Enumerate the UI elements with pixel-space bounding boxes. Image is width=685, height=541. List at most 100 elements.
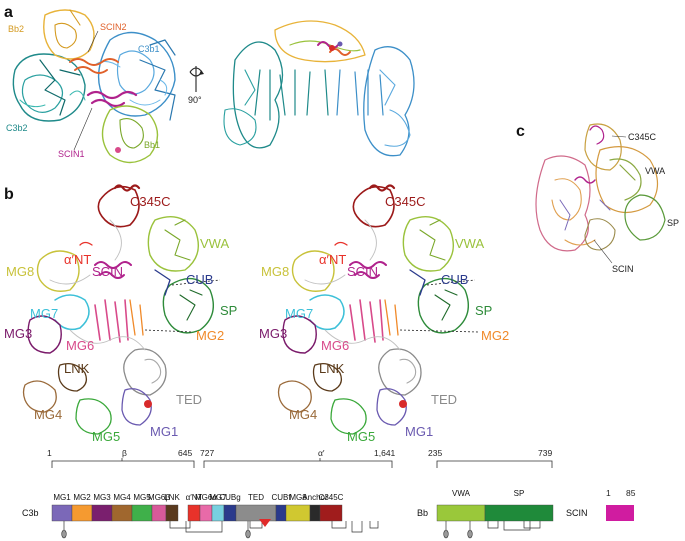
- bb-segment-label-sp: SP: [514, 489, 525, 498]
- label-c3b1: C3b1: [138, 44, 160, 54]
- bb-start: 235: [428, 448, 442, 458]
- label-lnk-right: LNK: [319, 361, 345, 376]
- c3b-segment-mg2: [71, 504, 93, 522]
- bb-domain-bar: [436, 504, 554, 522]
- c3b2-structure: [12, 53, 86, 122]
- label-lnk-left: LNK: [64, 361, 90, 376]
- label-bb1: Bb1: [144, 140, 160, 150]
- scin1-structure: [86, 90, 138, 108]
- leader-scin1: [73, 107, 93, 151]
- bb-domain-labels: VWA SP: [452, 489, 524, 498]
- label-mg5-left: MG5: [92, 429, 120, 444]
- bb-segment-vwa: [436, 504, 486, 522]
- label-mg7-right: MG7: [285, 306, 313, 321]
- label-alpha-nt-left: α′NT: [64, 252, 91, 267]
- c3b-segment-mg5: [131, 504, 153, 522]
- c3b-segment-label-mg6: MG6β: [148, 493, 170, 502]
- c3b-segment-ted: [235, 504, 277, 522]
- panel-c-label-c345c: C345C: [628, 132, 657, 142]
- label-scin-right: SCIN: [347, 264, 378, 279]
- label-mg8-left: MG8: [6, 264, 34, 279]
- panel-letter-a: a: [4, 4, 13, 21]
- c3b-segment-label-lnk: LNK: [164, 493, 180, 502]
- c3b-segment-label-ted: TED: [248, 493, 264, 502]
- c3b-segment-cubg: [223, 504, 237, 522]
- label-mg1-left: MG1: [150, 424, 178, 439]
- label-sp-left: SP: [220, 303, 237, 318]
- label-vwa-left: VWA: [200, 236, 229, 251]
- bb-disulfide-links: [487, 521, 541, 531]
- c3b-segment-label-anchor: Anchor: [302, 493, 328, 502]
- c3b-beta-bracket: [51, 460, 195, 468]
- label-sp-right: SP: [475, 303, 492, 318]
- c3b-segment-c345c: [319, 504, 343, 522]
- c3b-segment-anchor: [309, 504, 321, 522]
- c3b-segment-label-mg1: MG1: [53, 493, 71, 502]
- scin2-structure: [69, 58, 119, 74]
- label-vwa-right: VWA: [455, 236, 484, 251]
- c3b-segment-mg6: [151, 504, 167, 522]
- label-scin2: SCIN2: [100, 22, 127, 32]
- label-c3b2: C3b2: [6, 123, 28, 133]
- scin-domain-bar: [606, 505, 634, 521]
- c3b-disulfide-links-2: [331, 521, 379, 533]
- c3b-alpha-end: 1,641: [374, 448, 396, 458]
- c3b-beta-start: 1: [47, 448, 52, 458]
- c3b-alpha-bracket: [203, 460, 393, 468]
- glycan-marker: [115, 147, 121, 153]
- label-scin-left: SCIN: [92, 264, 123, 279]
- glycan-icon: [245, 529, 251, 539]
- c3b-segment-label-mg3: MG3: [93, 493, 111, 502]
- label-c345c-left: C345C: [130, 194, 170, 209]
- label-mg4-left: MG4: [34, 407, 62, 422]
- c3b-segment-label-mg5: MG5: [133, 493, 151, 502]
- panel-b-labels-right: C345C α′NT VWA MG8 SCIN CUB SP MG7 MG2 M…: [259, 194, 509, 444]
- c3b-segment-mg6: [199, 504, 213, 522]
- glycan-icon: [61, 529, 67, 539]
- c3b-name: C3b: [22, 508, 39, 518]
- c3b-segment-label-mg6: MG6α: [195, 493, 217, 502]
- c3b-segment-lnk: [165, 504, 179, 522]
- c3b-beta-end: 645: [178, 448, 192, 458]
- scin-end: 85: [626, 488, 636, 498]
- bb-name: Bb: [417, 508, 428, 518]
- panel-c-label-scin: SCIN: [612, 264, 634, 274]
- panel-letter-c: c: [516, 123, 525, 140]
- label-cub-right: CUB: [441, 272, 468, 287]
- label-mg4-right: MG4: [289, 407, 317, 422]
- bb-end: 739: [538, 448, 552, 458]
- rotation-arrow-icon: [189, 66, 204, 92]
- rotation-label: 90°: [188, 95, 202, 105]
- panel-letter-b: b: [4, 186, 14, 203]
- panel-b-structure-left: [22, 184, 221, 435]
- c3b-disulfide-links: [169, 521, 263, 533]
- label-mg6-left: MG6: [66, 338, 94, 353]
- panel-c-leader-c345c: [611, 135, 627, 138]
- bb-bracket: [436, 460, 553, 468]
- c3b-domain-bar: [51, 504, 343, 522]
- panel-c-leader-scin: [593, 239, 613, 264]
- panel-c-label-vwa: VWA: [645, 166, 665, 176]
- glycan-icon: [467, 529, 473, 539]
- label-alpha-nt-right: α′NT: [319, 252, 346, 267]
- bb2-structure: [43, 9, 95, 60]
- label-bb2: Bb2: [8, 24, 24, 34]
- c3b-segment-label-mg7: MG7: [209, 493, 227, 502]
- label-scin1: SCIN1: [58, 149, 85, 159]
- c3b-segment-cubf: [275, 504, 287, 522]
- c3b-segment-label-mg4: MG4: [113, 493, 131, 502]
- panel-a-structure-top-view: [12, 9, 176, 164]
- bb-segment-sp: [484, 504, 554, 522]
- c3b-segment-label-cubg: CUBg: [219, 493, 240, 502]
- panel-a-structure-side-view: [223, 20, 415, 157]
- c3b-segment-nt: [187, 504, 201, 522]
- domain-map: 1 β 645 727 α′ 1,641 C3b MG1 MG2 MG3 MG4 MG5…: [22, 448, 636, 539]
- leader-scin2: [87, 30, 99, 53]
- label-mg3-left: MG3: [4, 326, 32, 341]
- panel-b-structure-right: [277, 184, 479, 435]
- thioester-triangle-icon: [259, 519, 271, 527]
- c3b-segment-mg4: [111, 504, 133, 522]
- c3b-segment-label-nt: α′NT: [186, 493, 203, 502]
